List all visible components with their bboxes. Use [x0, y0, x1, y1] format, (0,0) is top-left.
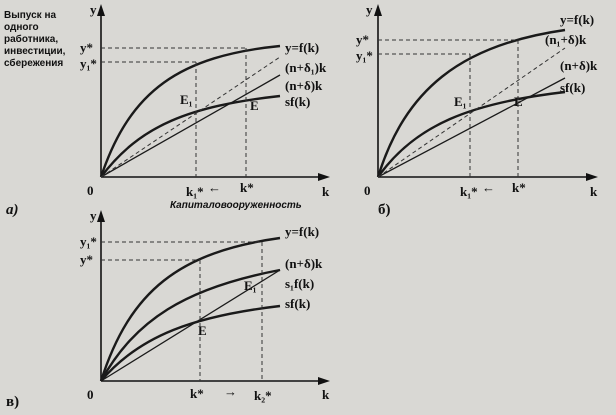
equilibrium-point-label: E — [514, 94, 523, 109]
curve-label: (n₁+δ)k — [545, 32, 587, 47]
panel-c: y k 0 y₁* y* k* → k₂* E₁ E y=f(k) (n+δ)k… — [6, 208, 330, 410]
savings-curve — [100, 94, 281, 178]
depreciation-ray — [377, 77, 566, 178]
y-tick: y* — [80, 252, 93, 267]
shift-arrow: → — [224, 384, 237, 399]
axis-x-label: k — [590, 184, 598, 199]
shift-arrow: ← — [208, 180, 221, 195]
x-axis-arrow-icon — [318, 377, 330, 385]
equilibrium-point-label: E — [198, 323, 207, 338]
axis-x-label: k — [322, 184, 330, 199]
curve-label: (n+δ)k — [560, 58, 598, 73]
equilibrium-point-label: E — [250, 98, 259, 113]
x-tick: k₁* — [186, 184, 204, 199]
y-tick: y* — [356, 32, 369, 47]
equilibrium-point-label: E₁ — [454, 94, 467, 109]
curve-label: y=f(k) — [285, 224, 319, 239]
x-axis-arrow-icon — [318, 173, 330, 181]
axis-x-label: k — [322, 387, 330, 402]
x-tick: k₁* — [460, 184, 478, 199]
output-curve — [99, 44, 281, 178]
panel-a: Выпуск на одного работника, инвестиции, … — [4, 2, 330, 218]
axis-y-label: y — [90, 208, 97, 223]
curve-label: sf(k) — [285, 296, 310, 311]
y-tick: y₁* — [356, 48, 373, 63]
curve-label: s₁f(k) — [285, 276, 314, 291]
output-curve — [99, 236, 281, 382]
panel-caption: б) — [378, 202, 391, 218]
x-axis-arrow-icon — [586, 173, 598, 181]
origin-label: 0 — [364, 183, 371, 198]
panel-caption: в) — [6, 394, 19, 410]
panel-caption: а) — [6, 202, 19, 218]
depreciation-ray-shifted — [100, 56, 281, 178]
yaxis-caption-line: Выпуск на — [4, 10, 56, 21]
curve-label: (n+δ)k — [285, 78, 323, 93]
equilibrium-point-label: E₁ — [244, 278, 257, 293]
y-tick: y₁* — [80, 234, 97, 249]
axis-y-label: y — [366, 2, 373, 17]
x-tick: k* — [512, 180, 526, 195]
x-tick: k* — [190, 386, 204, 401]
depreciation-ray — [100, 269, 281, 382]
xaxis-caption: Капиталовооруженность — [170, 200, 302, 211]
y-tick: y₁* — [80, 56, 97, 71]
y-axis-arrow-icon — [374, 4, 382, 16]
yaxis-caption-line: инвестиции, — [4, 46, 66, 57]
curve-label: sf(k) — [285, 94, 310, 109]
savings-curve-shifted — [99, 268, 281, 382]
curve-label: y=f(k) — [560, 12, 594, 27]
y-axis-arrow-icon — [97, 210, 105, 222]
savings-curve — [377, 90, 566, 178]
equilibrium-point-label: E₁ — [180, 92, 193, 107]
x-tick: k₂* — [254, 388, 272, 403]
y-tick: y* — [80, 40, 93, 55]
curve-label: (n+δ)k — [285, 256, 323, 271]
yaxis-caption-line: работника, — [4, 33, 58, 45]
yaxis-caption-line: одного — [4, 22, 39, 33]
savings-curve — [100, 304, 281, 382]
x-tick: k* — [240, 180, 254, 195]
output-curve — [376, 28, 566, 178]
yaxis-caption-line: сбережения — [4, 57, 63, 69]
panel-b: y k 0 y* y₁* k₁* ← k* E₁ E y=f(k) (n₁+δ)… — [356, 2, 598, 218]
y-axis-arrow-icon — [97, 4, 105, 16]
axis-y-label: y — [90, 2, 97, 17]
curve-label: (n+δ₁)k — [285, 60, 327, 75]
curve-label: sf(k) — [560, 80, 585, 95]
curve-label: y=f(k) — [285, 40, 319, 55]
origin-label: 0 — [87, 387, 94, 402]
depreciation-ray-shifted — [377, 47, 566, 178]
origin-label: 0 — [87, 183, 94, 198]
shift-arrow: ← — [482, 180, 495, 195]
depreciation-ray — [100, 74, 281, 178]
